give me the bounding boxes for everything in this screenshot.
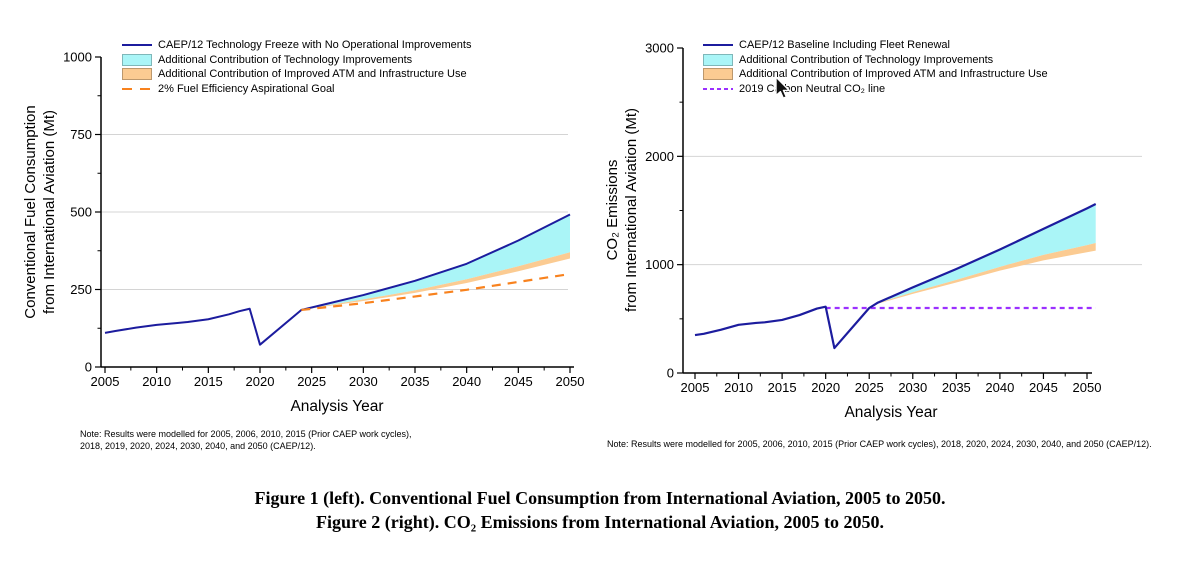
x-tick-label: 2025 (297, 374, 326, 389)
co2-chart: 2005 2010 2015 2020 2025 2030 2035 2040 2045 2050… (645, 41, 1142, 395)
note-line: Note: Results were modelled for 2005, 20… (80, 429, 412, 439)
y-tick-label: 3000 (645, 41, 674, 56)
area-swatch-icon (122, 53, 152, 66)
x-tick-label: 2015 (194, 374, 223, 389)
fuel-y-axis-label-line2: from International Aviation (Mt) (41, 110, 58, 314)
x-tick-label: 2030 (349, 374, 378, 389)
x-tick-label: 2020 (811, 380, 840, 395)
note-line: Note: Results were modelled for 2005, 20… (607, 439, 1152, 449)
fuel-chart: 2005 2010 2015 2020 2025 2030 2035 2040 2045 2050… (63, 50, 584, 390)
legend-label: 2% Fuel Efficiency Aspirational Goal (158, 83, 335, 96)
co2-y-axis-label-line2: from International Aviation (Mt) (623, 108, 640, 312)
legend-label: Additional Contribution of Technology Im… (158, 53, 413, 66)
x-tick-label: 2010 (724, 380, 753, 395)
y-tick-label: 0 (85, 360, 92, 375)
figure-caption-line1: Figure 1 (left). Conventional Fuel Consu… (254, 488, 946, 508)
x-tick-label: 2050 (1073, 380, 1102, 395)
legend-item: CAEP/12 Baseline Including Fleet Renewal (703, 38, 1048, 53)
x-tick-label: 2040 (452, 374, 481, 389)
legend-label: CAEP/12 Technology Freeze with No Operat… (158, 39, 472, 52)
caep12-baseline-line (694, 203, 1097, 350)
note-line: 2018, 2019, 2020, 2024, 2030, 2040, and … (80, 441, 316, 451)
legend-label: CAEP/12 Baseline Including Fleet Renewal (739, 39, 950, 52)
area-swatch-icon (703, 53, 733, 66)
y-tick-label: 1000 (645, 257, 674, 272)
legend-label: Additional Contribution of Technology Im… (739, 53, 994, 66)
legend-item: Additional Contribution of Improved ATM … (703, 67, 1048, 82)
x-tick-label: 2015 (768, 380, 797, 395)
x-tick-label: 2050 (556, 374, 585, 389)
co2-y-axis-label-line1: CO₂ Emissions (604, 159, 621, 261)
legend-item: 2% Fuel Efficiency Aspirational Goal (122, 82, 471, 97)
fuel-y-axis-label: Conventional Fuel Consumption from Inter… (21, 32, 59, 392)
co2-chart-note: Note: Results were modelled for 2005, 20… (607, 438, 1152, 450)
legend-label: Additional Contribution of Improved ATM … (739, 68, 1048, 81)
y-tick-label: 1000 (63, 50, 92, 65)
y-tick-label: 250 (70, 282, 92, 297)
dashed-line-marker-icon (703, 87, 733, 91)
area-swatch-icon (703, 68, 733, 81)
x-tick-label: 2030 (898, 380, 927, 395)
x-tick-label: 2035 (942, 380, 971, 395)
fuel-y-axis-label-line1: Conventional Fuel Consumption (22, 105, 39, 319)
mouse-cursor-icon (775, 76, 790, 99)
y-tick-label: 0 (667, 366, 674, 381)
x-tick-label: 2005 (91, 374, 120, 389)
atm-infrastructure-area (877, 243, 1096, 304)
co2-legend: CAEP/12 Baseline Including Fleet Renewal… (703, 38, 1048, 96)
legend-label: Additional Contribution of Improved ATM … (158, 68, 467, 81)
x-tick-label: 2025 (855, 380, 884, 395)
fuel-chart-note: Note: Results were modelled for 2005, 20… (80, 428, 412, 452)
legend-item: 2019 Carbon Neutral CO₂ line (703, 82, 1048, 97)
y-tick-label: 750 (70, 127, 92, 142)
dashed-line-marker-icon (122, 87, 152, 91)
fuel-legend: CAEP/12 Technology Freeze with No Operat… (122, 38, 471, 96)
figure-caption: Figure 1 (left). Conventional Fuel Consu… (0, 486, 1200, 534)
x-tick-label: 2020 (246, 374, 275, 389)
figure-caption-line2: Figure 2 (right). CO₂ Emissions from Int… (316, 512, 884, 532)
legend-item: Additional Contribution of Technology Im… (122, 53, 471, 68)
legend-item: Additional Contribution of Technology Im… (703, 53, 1048, 68)
legend-label: 2019 Carbon Neutral CO₂ line (739, 83, 886, 96)
legend-item: CAEP/12 Technology Freeze with No Operat… (122, 38, 471, 53)
co2-x-axis-label: Analysis Year (844, 404, 938, 421)
x-tick-label: 2045 (1029, 380, 1058, 395)
line-marker-icon (122, 44, 152, 47)
technology-improvements-area (301, 214, 570, 310)
area-swatch-icon (122, 68, 152, 81)
fuel-efficiency-goal-line (301, 272, 571, 312)
line-marker-icon (703, 44, 733, 47)
legend-item: Additional Contribution of Improved ATM … (122, 67, 471, 82)
y-tick-label: 2000 (645, 149, 674, 164)
y-tick-label: 500 (70, 205, 92, 220)
x-tick-label: 2040 (985, 380, 1014, 395)
x-tick-label: 2035 (401, 374, 430, 389)
x-tick-label: 2010 (142, 374, 171, 389)
caep12-technology-freeze-line (104, 213, 571, 346)
charts-canvas: 2005 2010 2015 2020 2025 2030 2035 2040 2045 2050… (63, 41, 1142, 395)
x-tick-label: 2005 (681, 380, 710, 395)
co2-y-axis-label: CO₂ Emissions from International Aviatio… (603, 30, 641, 390)
x-tick-label: 2045 (504, 374, 533, 389)
fuel-x-axis-label: Analysis Year (290, 398, 384, 415)
